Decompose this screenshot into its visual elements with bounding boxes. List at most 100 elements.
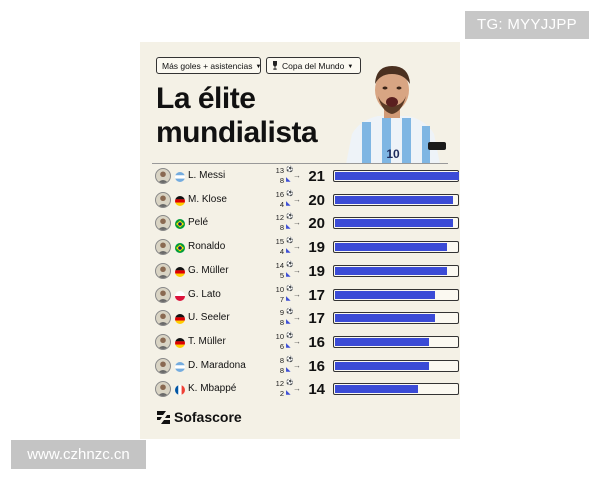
goals-count: 14 [275,260,284,270]
progress-bar [333,170,459,182]
list-item[interactable]: U. Seeler 9 ⚽ 8 ◣ → 17 [155,308,459,330]
assists-count: 8 [279,176,284,185]
arrow-right-icon: → [293,171,301,180]
progress-bar [333,241,459,254]
ball-icon: ⚽ [286,261,294,268]
poland-flag-icon [175,290,185,301]
boot-icon: ◣ [286,248,291,255]
player-name: L. Messi [188,170,226,181]
arrow-right-icon: → [293,360,301,370]
goals-count: 12 [275,379,284,389]
boot-icon: ◣ [286,342,291,349]
watermark-bottom: www.czhnzc.cn [11,440,146,469]
goals-count: 10 [275,284,284,294]
ball-icon: ⚽ [286,238,294,245]
list-item[interactable]: G. Lato 10 ⚽ 7 ◣ → 17 [155,284,459,307]
list-item[interactable]: G. Müller 14 ⚽ 5 ◣ → 19 [155,260,459,283]
progress-bar-fill [335,290,435,299]
goals-count: 10 [275,331,284,341]
assists-count: 8 [279,318,284,328]
arrow-right-icon: → [293,313,301,323]
assists-count: 8 [279,223,284,233]
avatar [155,215,171,232]
avatar [155,239,171,256]
ball-icon: ⚽ [286,190,294,197]
progress-bar-fill [335,385,418,394]
progress-bar-fill [335,219,453,228]
header-divider [152,163,448,164]
list-item[interactable]: Pelé 12 ⚽ 8 ◣ → 20 [155,213,459,235]
progress-bar [333,359,459,372]
progress-bar-fill [335,361,429,370]
germany-flag-icon [175,337,185,348]
watermark-top: TG: MYYJJPP [465,11,589,39]
assists-count: 7 [279,294,284,304]
arrow-right-icon: → [293,289,301,299]
total-contributions: 16 [308,357,325,375]
progress-bar-fill [335,172,459,180]
competition-dropdown-label: Copa del Mundo [282,61,345,71]
brand-name: Sofascore [174,409,242,425]
avatar [155,357,171,374]
boot-icon: ◣ [286,366,291,373]
title-line-1: La élite [156,82,256,115]
arrow-right-icon: → [293,384,301,394]
total-contributions: 14 [308,381,325,399]
germany-flag-icon [175,266,185,277]
ball-icon: ⚽ [286,380,294,387]
avatar [155,191,171,208]
player-name: G. Müller [188,264,229,276]
list-item[interactable]: Ronaldo 15 ⚽ 4 ◣ → 19 [155,237,459,259]
goals-count: 13 [275,166,284,175]
total-contributions: 19 [308,239,325,257]
player-name: K. Mbappé [188,383,237,395]
ball-icon: ⚽ [286,356,294,363]
arrow-right-icon: → [293,194,301,204]
avatar [155,286,171,303]
assists-count: 5 [279,270,284,280]
germany-flag-icon [175,195,185,206]
goals-count: 9 [279,308,284,318]
list-item[interactable]: L. Messi 13 ⚽ 8 ◣ → 21 [155,166,459,188]
germany-flag-icon [175,314,185,325]
list-item[interactable]: T. Müller 10 ⚽ 6 ◣ → 16 [155,331,459,354]
boot-icon: ◣ [286,390,291,397]
ball-icon: ⚽ [286,285,294,292]
metric-dropdown[interactable]: Más goles + asistencias ▼ [156,57,261,74]
progress-bar-fill [335,337,429,346]
ranking-card: Más goles + asistencias ▼ Copa del Mundo ▼… [140,42,460,439]
player-name: T. Müller [188,335,226,347]
list-item[interactable]: K. Mbappé 12 ⚽ 2 ◣ → 14 [155,379,459,401]
boot-icon: ◣ [286,295,291,302]
ball-icon: ⚽ [286,309,294,316]
boot-icon: ◣ [286,319,291,326]
chevron-down-icon: ▼ [347,64,354,70]
list-item[interactable]: M. Klose 16 ⚽ 4 ◣ → 20 [155,189,459,212]
progress-bar [333,383,459,396]
progress-bar-fill [335,243,447,252]
ball-icon: ⚽ [286,332,294,339]
player-name: G. Lato [188,288,221,300]
progress-bar-fill [335,314,435,323]
arrow-right-icon: → [293,265,301,275]
total-contributions: 16 [308,333,325,351]
assists-count: 2 [279,389,284,399]
argentina-flag-icon [175,172,185,182]
title-line-2: mundialista [156,116,318,149]
goals-count: 16 [275,189,284,199]
goals-count: 8 [279,355,284,365]
list-item[interactable]: D. Maradona 8 ⚽ 8 ◣ → 16 [155,355,459,378]
avatar [155,310,171,327]
arrow-right-icon: → [293,336,301,346]
progress-bar-fill [335,195,453,204]
player-name: Pelé [188,217,209,229]
argentina-flag-icon [175,361,185,372]
assists-count: 4 [279,247,284,257]
competition-dropdown[interactable]: Copa del Mundo ▼ [266,57,361,74]
progress-bar [333,264,459,277]
boot-icon: ◣ [286,224,291,231]
progress-bar [333,217,459,230]
svg-text:10: 10 [386,147,400,161]
total-contributions: 20 [308,215,325,233]
page-title: La élite mundialista [156,82,318,150]
